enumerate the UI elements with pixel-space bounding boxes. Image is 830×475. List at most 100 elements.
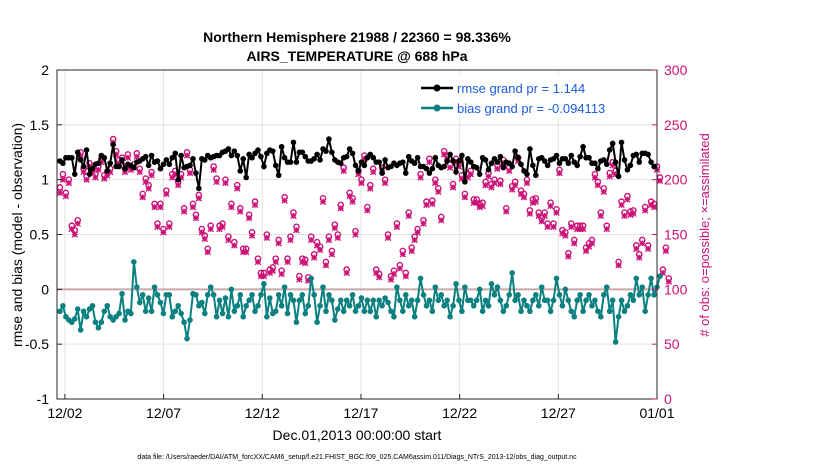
rmse-point [379, 170, 385, 176]
bias-point [71, 316, 78, 322]
obs-assimilated-marker [479, 202, 486, 210]
obs-assimilated-marker [260, 272, 268, 280]
obs-assimilated-marker [343, 269, 350, 277]
rmse-point [101, 154, 108, 161]
rmse-point [166, 161, 173, 168]
bias-point [450, 302, 456, 309]
rmse-point [473, 164, 480, 171]
obs-assimilated-marker [358, 179, 365, 187]
obs-assimilated-marker [488, 184, 495, 191]
obs-assimilated-marker [579, 225, 587, 233]
obs-assimilated-marker [337, 204, 345, 212]
bias-point [267, 295, 273, 301]
obs-assimilated-marker [446, 164, 454, 171]
bias-point [491, 292, 498, 298]
legend-bias-label: bias grand pr = -0.094113 [457, 101, 605, 116]
y-tick-label-left: -0.5 [25, 336, 49, 352]
obs-assimilated-marker [532, 198, 540, 205]
rmse-point [603, 161, 610, 168]
obs-assimilated-marker [638, 240, 646, 247]
obs-assimilated-marker [231, 242, 238, 249]
obs-assimilated-marker [121, 168, 129, 176]
bias-point [527, 308, 533, 315]
rmse-point [615, 173, 622, 180]
bias-point [89, 302, 96, 309]
bias-point [308, 275, 314, 282]
rmse-point [157, 165, 164, 172]
rmse-point [278, 143, 285, 150]
bias-point [621, 308, 628, 315]
obs-assimilated-marker [334, 234, 342, 242]
rmse-point [71, 171, 78, 177]
obs-assimilated-marker [310, 254, 318, 261]
obs-assimilated-marker [355, 170, 362, 178]
obs-assimilated-marker [180, 208, 188, 215]
obs-assimilated-marker [195, 195, 203, 202]
rmse-point [515, 154, 521, 161]
bias-point [169, 313, 176, 320]
bias-point [275, 292, 282, 298]
obs-assimilated-marker [375, 274, 383, 281]
rmse-point [414, 154, 421, 161]
obs-assimilated-marker [600, 188, 608, 195]
obs-assimilated-marker [92, 174, 99, 181]
chart-title-line2: AIRS_TEMPERATURE @ 688 hPa [246, 48, 467, 64]
bias-point [606, 308, 613, 315]
rmse-point [370, 154, 377, 161]
obs-assimilated-marker [550, 223, 557, 231]
bias-point [633, 275, 640, 282]
y-tick-label-left: 0.5 [30, 227, 50, 243]
obs-assimilated-marker [198, 229, 206, 236]
bias-point [473, 297, 480, 304]
rmse-point [275, 172, 282, 179]
obs-assimilated-marker [437, 216, 445, 224]
obs-assimilated-marker [591, 174, 599, 181]
obs-assimilated-marker [296, 276, 303, 283]
obs-assimilated-marker [281, 197, 288, 204]
obs-assimilated-marker [452, 158, 460, 166]
bias-point [400, 308, 406, 315]
rmse-point [606, 147, 613, 153]
bias-point [609, 297, 616, 304]
obs-assimilated-marker [606, 173, 613, 180]
rmse-point [476, 171, 483, 177]
bias-point [370, 297, 377, 304]
x-tick-label: 12/27 [541, 405, 576, 421]
bias-point [323, 308, 329, 315]
obs-assimilated-marker [618, 201, 625, 209]
obs-assimilated-marker [204, 248, 212, 256]
rmse-point [405, 153, 412, 160]
bias-point [293, 319, 300, 326]
bias-point [547, 308, 554, 315]
obs-assimilated-marker [514, 157, 522, 165]
obs-assimilated-marker [570, 240, 578, 247]
rmse-point [482, 157, 489, 163]
rmse-point [163, 157, 170, 163]
obs-assimilated-marker [367, 185, 374, 192]
bias-point [145, 295, 152, 301]
bias-point [512, 297, 518, 304]
obs-assimilated-marker [393, 223, 401, 231]
obs-assimilated-marker [529, 199, 537, 206]
bias-point [116, 310, 122, 317]
bias-point [476, 286, 483, 293]
bias-point [639, 284, 646, 290]
legend: rmse grand pr = 1.144 bias grand pr = -0… [417, 75, 651, 117]
obs-assimilated-marker [340, 167, 347, 175]
rmse-point [290, 139, 297, 146]
y-tick-label-right: 50 [664, 336, 680, 352]
bias-point [272, 308, 279, 315]
rmse-point [527, 146, 533, 152]
obs-assimilated-marker [573, 225, 581, 233]
bias-point [612, 339, 619, 345]
rmse-point [562, 156, 569, 162]
bias-point [485, 302, 492, 309]
bias-point [462, 284, 468, 290]
bias-point [77, 327, 84, 333]
bias-point [515, 292, 521, 298]
obs-assimilated-marker [435, 188, 442, 195]
rmse-point [225, 146, 232, 152]
x-tick-label: 12/22 [442, 405, 477, 421]
bias-point [317, 302, 323, 309]
